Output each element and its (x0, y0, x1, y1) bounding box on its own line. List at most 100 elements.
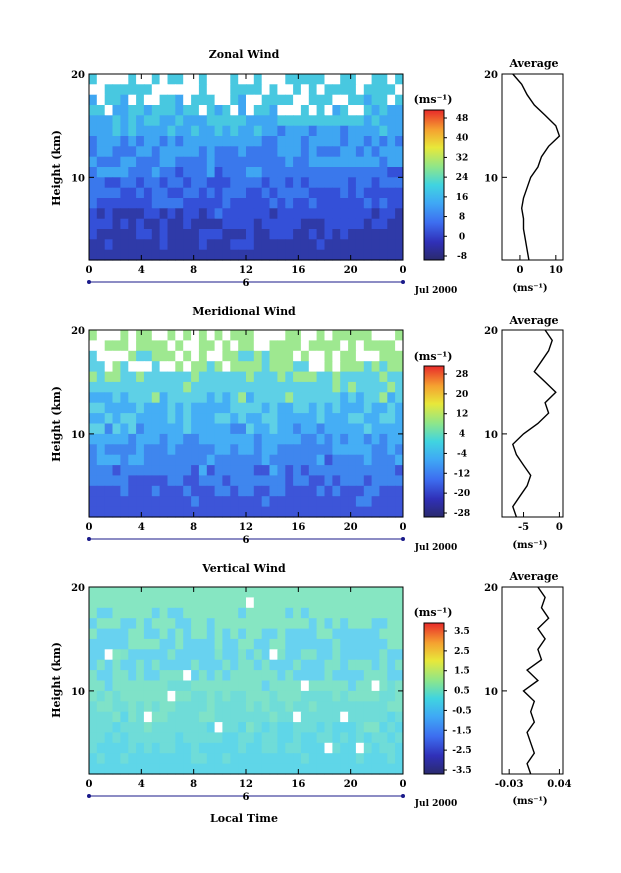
heatmap-cell (214, 607, 223, 619)
heatmap-cell (104, 465, 114, 477)
heatmap-cell (183, 249, 192, 261)
heatmap-cell (371, 136, 380, 147)
date-axis-end (87, 794, 91, 798)
heatmap-cell (395, 763, 404, 775)
heatmap-cell (332, 638, 341, 650)
heatmap-cell (387, 680, 396, 692)
heatmap-cell (175, 105, 184, 116)
heatmap-cell (198, 330, 208, 341)
heatmap-cell (285, 670, 294, 682)
heatmap-cell (151, 649, 161, 661)
heatmap-cell (96, 465, 106, 477)
heatmap-cell (89, 350, 98, 362)
heatmap-cell (104, 701, 114, 713)
heatmap-cell (277, 711, 286, 723)
heatmap-cell (198, 105, 208, 116)
heatmap-cell (214, 496, 223, 508)
meridional-wind-cbar-unit: (ms⁻¹) (414, 350, 453, 363)
heatmap-cell (120, 638, 129, 650)
heatmap-cell (159, 732, 168, 744)
heatmap-cell (246, 167, 255, 178)
heatmap-cell (308, 659, 318, 671)
heatmap-cell (120, 732, 129, 744)
heatmap-cell (316, 402, 325, 414)
heatmap-cell (96, 74, 106, 85)
heatmap-cell (183, 701, 192, 713)
heatmap-cell (222, 381, 231, 393)
heatmap-cell (293, 330, 302, 341)
heatmap-cell (183, 618, 192, 630)
heatmap-cell (277, 371, 286, 383)
heatmap-cell (363, 433, 373, 445)
heatmap-cell (191, 485, 200, 497)
heatmap-cell (96, 607, 106, 619)
heatmap-cell (308, 229, 318, 240)
heatmap-cell (269, 506, 278, 518)
heatmap-cell (120, 742, 129, 754)
heatmap-cell (261, 229, 271, 240)
heatmap-cell (285, 638, 294, 650)
heatmap-cell (246, 371, 255, 383)
heatmap-cell (230, 722, 239, 734)
heatmap-cell (293, 146, 302, 158)
heatmap-cell (316, 680, 325, 692)
heatmap-cell (112, 638, 121, 650)
heatmap-cell (120, 136, 129, 147)
heatmap-cell (191, 198, 200, 209)
heatmap-cell (183, 330, 192, 341)
heatmap-cell (151, 711, 161, 723)
heatmap-cell (300, 156, 310, 168)
date-axis-label: 6 (243, 792, 250, 803)
heatmap-cell (112, 454, 121, 466)
heatmap-cell (238, 701, 247, 713)
heatmap-cell (175, 607, 184, 619)
heatmap-cell (363, 732, 373, 744)
heatmap-cell (308, 218, 318, 230)
heatmap-cell (348, 433, 357, 445)
heatmap-cell (285, 413, 294, 425)
heatmap-cell (120, 167, 129, 178)
heatmap-cell (316, 125, 325, 137)
heatmap-cell (104, 94, 114, 106)
heatmap-cell (316, 392, 325, 404)
heatmap-cell (112, 659, 121, 671)
heatmap-cell (198, 638, 208, 650)
heatmap-cell (285, 444, 294, 456)
heatmap-cell (104, 84, 114, 96)
heatmap-cell (340, 670, 349, 682)
heatmap-cell (387, 659, 396, 671)
heatmap-cell (183, 350, 192, 362)
heatmap-cell (214, 371, 223, 383)
heatmap-cell (277, 742, 286, 754)
heatmap-cell (293, 607, 302, 619)
heatmap-cell (151, 208, 161, 220)
heatmap-cell (159, 628, 168, 640)
heatmap-cell (308, 597, 318, 609)
heatmap-cell (222, 229, 231, 240)
heatmap-cell (261, 597, 271, 609)
heatmap-cell (151, 402, 161, 414)
heatmap-cell (96, 350, 106, 362)
heatmap-cell (387, 249, 396, 261)
heatmap-cell (324, 444, 333, 456)
heatmap-cell (395, 146, 404, 158)
heatmap-cell (285, 722, 294, 734)
heatmap-cell (293, 198, 302, 209)
heatmap-cell (214, 198, 223, 209)
heatmap-cell (246, 742, 255, 754)
heatmap-cell (206, 177, 216, 189)
heatmap-cell (222, 239, 231, 251)
heatmap-cell (183, 381, 192, 393)
heatmap-cell (206, 638, 216, 650)
heatmap-cell (222, 638, 231, 650)
heatmap-cell (112, 249, 121, 261)
heatmap-cell (340, 350, 349, 362)
heatmap-cell (175, 638, 184, 650)
heatmap-cell (324, 732, 333, 744)
heatmap-cell (191, 156, 200, 168)
heatmap-cell (395, 753, 404, 765)
heatmap-cell (253, 607, 263, 619)
heatmap-cell (159, 413, 168, 425)
heatmap-cell (332, 732, 341, 744)
heatmap-cell (395, 187, 404, 199)
